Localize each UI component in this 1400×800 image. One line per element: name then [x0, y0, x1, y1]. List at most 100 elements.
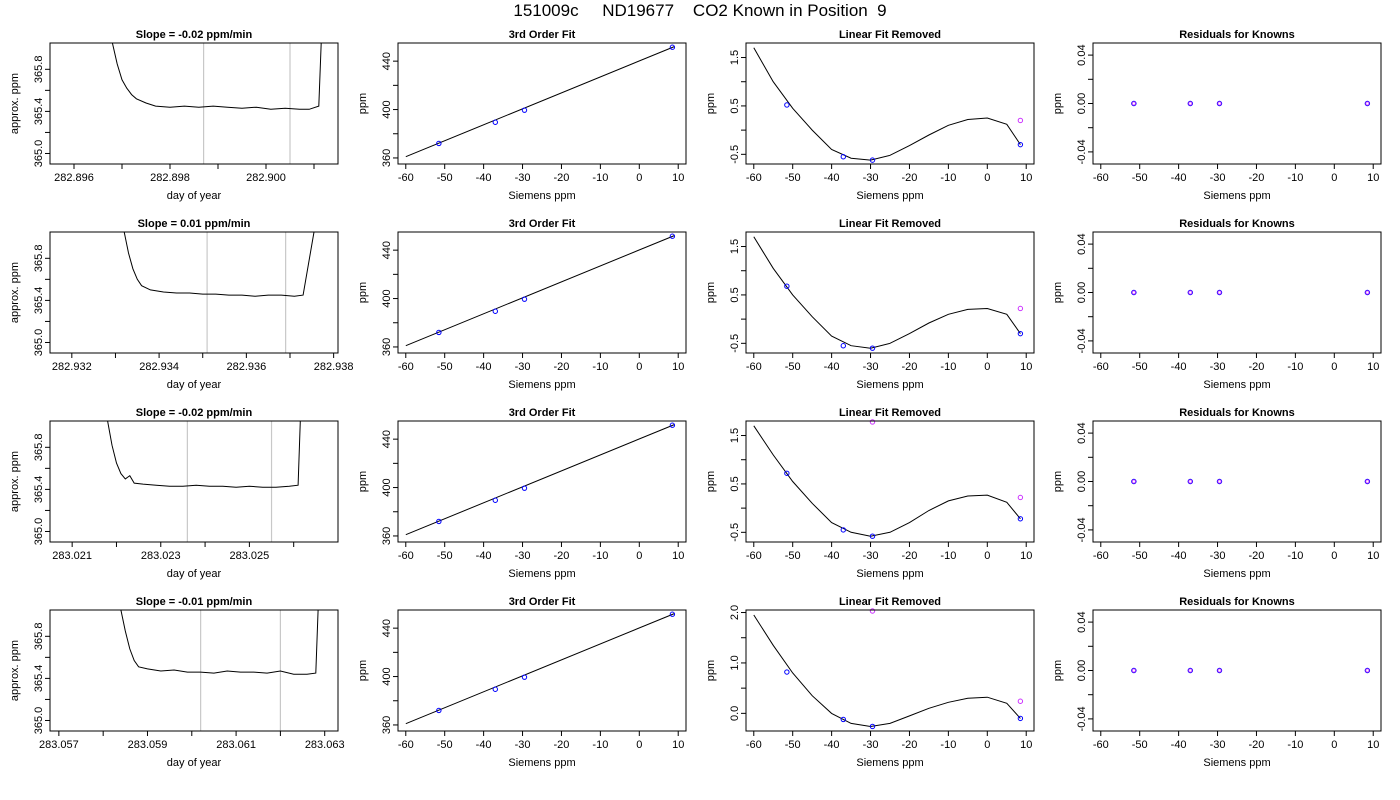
y-tick-label: 360 [381, 338, 393, 356]
plot-frame [745, 420, 1035, 543]
data-point [1187, 478, 1193, 485]
y-tick-label: 400 [381, 478, 393, 496]
x-tick-label: 282.932 [52, 361, 92, 373]
x-tick-label: -40 [1171, 739, 1187, 751]
panel-title: 3rd Order Fit [509, 596, 576, 608]
panel-title: 3rd Order Fit [509, 29, 576, 41]
y-tick-label: 365.0 [33, 518, 45, 546]
y-tick-label: 1.5 [729, 428, 741, 443]
data-point [1364, 478, 1371, 485]
x-tick-label: -10 [592, 172, 608, 184]
data-point [1017, 141, 1024, 148]
known-point [1188, 290, 1193, 295]
data-point [492, 497, 498, 503]
data-point [840, 527, 846, 533]
alt-data-point [1017, 494, 1024, 501]
fit-curve [753, 425, 1021, 537]
x-tick-label: -40 [824, 550, 840, 562]
y-tick-label: 365.0 [33, 329, 45, 357]
x-tick-label: 0 [984, 550, 990, 562]
y-tick-label: -0.5 [729, 334, 741, 353]
panel-1-1: Slope = -0.02 ppm/min 282.896 282.898 282.9… [9, 29, 339, 202]
x-tick-label: -30 [515, 739, 531, 751]
x-tick-label: -20 [1249, 172, 1265, 184]
x-tick-label: 10 [672, 172, 684, 184]
known-point [1217, 668, 1222, 673]
x-tick-label: 0 [1331, 361, 1337, 373]
y-tick-label: 365.0 [33, 707, 45, 735]
x-tick-label: -60 [746, 550, 762, 562]
y-axis-label: approx. ppm [9, 262, 21, 323]
y-tick-label: 0.5 [729, 287, 741, 302]
x-tick-label: -10 [940, 361, 956, 373]
y-axis-label: ppm [705, 471, 717, 492]
x-tick-label: 282.936 [226, 361, 266, 373]
data-point [436, 329, 442, 336]
y-tick-label: 0.04 [1076, 44, 1088, 65]
alt-data-point [1017, 698, 1024, 704]
data-point [869, 533, 876, 539]
x-tick-label: -10 [1287, 550, 1303, 562]
panel-title: Slope = -0.02 ppm/min [136, 407, 253, 419]
y-tick-label: 400 [381, 100, 393, 118]
x-tick-label: 0 [984, 172, 990, 184]
plot-frame [49, 42, 339, 165]
y-axis-label: ppm [1052, 93, 1064, 114]
x-tick-label: -20 [554, 550, 570, 562]
panel-3-4: Residuals for Knowns -60 -50 -40 -30 -20 -10 0 1… [1052, 407, 1382, 580]
x-tick-label: -60 [746, 172, 762, 184]
data-point [784, 102, 790, 108]
x-tick-label: -60 [398, 172, 414, 184]
fit-curve [405, 424, 675, 536]
known-point [1217, 290, 1222, 295]
known-point [1131, 479, 1136, 484]
plot-frame [745, 42, 1035, 165]
panel-title: Linear Fit Removed [839, 218, 941, 230]
y-tick-label: 2.0 [729, 605, 741, 620]
data-point [521, 485, 528, 491]
data-point [1364, 100, 1371, 107]
y-tick-label: 440 [381, 52, 393, 70]
y-axis-label: ppm [705, 93, 717, 114]
known-point [1365, 101, 1370, 106]
x-tick-label: -40 [824, 361, 840, 373]
panel-4-3: Linear Fit Removed -60 -50 -40 -30 -20 -10 0 10 0… [705, 596, 1035, 769]
panel-title: Residuals for Knowns [1179, 407, 1295, 419]
x-tick-label: -20 [554, 361, 570, 373]
plot-frame [397, 420, 687, 543]
known-point [1131, 101, 1136, 106]
data-point [1131, 289, 1137, 296]
y-tick-label: 0.04 [1076, 233, 1088, 254]
x-tick-label: -50 [1132, 172, 1148, 184]
data-point [840, 716, 846, 723]
x-tick-label: 0 [1331, 550, 1337, 562]
y-tick-label: 360 [381, 716, 393, 734]
known-point [1131, 668, 1136, 673]
known-point [1217, 479, 1222, 484]
x-tick-label: -60 [398, 361, 414, 373]
x-axis-label: Siemens ppm [508, 568, 575, 580]
fit-curve [753, 614, 1021, 728]
x-axis-label: Siemens ppm [508, 379, 575, 391]
data-point [840, 343, 846, 349]
y-tick-label: -0.04 [1076, 706, 1088, 731]
x-tick-label: -60 [746, 739, 762, 751]
y-axis-label: ppm [705, 660, 717, 681]
data-point [669, 44, 676, 50]
panel-title: Slope = -0.02 ppm/min [136, 29, 253, 41]
x-axis-label: day of year [167, 379, 222, 391]
data-point [1017, 330, 1024, 337]
x-tick-label: 0 [636, 361, 642, 373]
x-tick-label: -30 [1210, 361, 1226, 373]
data-point [869, 723, 876, 730]
x-axis-label: Siemens ppm [856, 190, 923, 202]
panel-2-1: Slope = 0.01 ppm/min 282.932 282.934 282.93… [9, 218, 354, 391]
x-axis-label: day of year [167, 190, 222, 202]
known-point [1188, 479, 1193, 484]
x-tick-label: -60 [398, 739, 414, 751]
y-axis-label: ppm [357, 282, 369, 303]
y-tick-label: 0.04 [1076, 422, 1088, 443]
y-tick-label: 365.4 [33, 476, 45, 504]
y-tick-label: 400 [381, 667, 393, 685]
x-tick-label: 10 [1367, 172, 1379, 184]
